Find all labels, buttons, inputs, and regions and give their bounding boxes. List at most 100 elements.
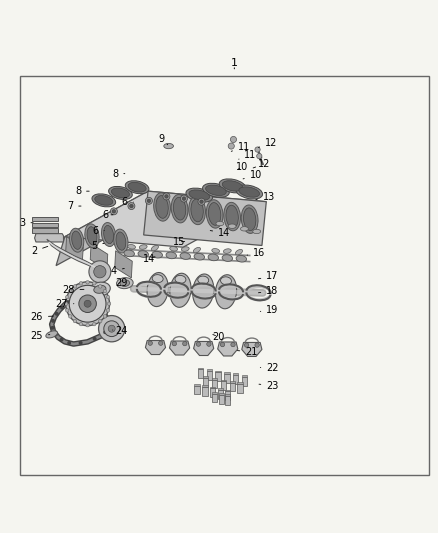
Ellipse shape	[147, 272, 168, 306]
Text: 7: 7	[67, 201, 81, 211]
Ellipse shape	[180, 253, 191, 260]
Circle shape	[159, 341, 163, 345]
Circle shape	[110, 208, 117, 215]
Circle shape	[104, 321, 120, 336]
Ellipse shape	[171, 195, 188, 223]
Bar	[242, 375, 247, 377]
Text: 21: 21	[237, 347, 258, 357]
Polygon shape	[47, 239, 97, 270]
Ellipse shape	[244, 208, 256, 231]
Polygon shape	[218, 342, 238, 356]
Ellipse shape	[173, 197, 186, 220]
Text: 20: 20	[212, 332, 224, 342]
Bar	[202, 387, 208, 395]
Ellipse shape	[208, 254, 219, 261]
Circle shape	[66, 300, 70, 304]
Circle shape	[65, 309, 69, 312]
Circle shape	[255, 147, 260, 152]
Circle shape	[55, 312, 59, 316]
Ellipse shape	[152, 252, 162, 258]
Polygon shape	[170, 341, 190, 355]
Bar	[212, 392, 217, 393]
Ellipse shape	[170, 247, 177, 251]
Circle shape	[69, 285, 106, 322]
Ellipse shape	[128, 245, 135, 249]
Ellipse shape	[194, 253, 205, 260]
Text: 5: 5	[91, 241, 104, 251]
Ellipse shape	[70, 228, 84, 252]
Circle shape	[79, 341, 82, 345]
Circle shape	[92, 322, 96, 326]
Ellipse shape	[166, 252, 177, 259]
Text: 9: 9	[158, 134, 168, 145]
Circle shape	[145, 197, 152, 204]
Circle shape	[163, 193, 170, 200]
Circle shape	[99, 316, 125, 342]
Ellipse shape	[104, 225, 113, 244]
Ellipse shape	[46, 331, 57, 338]
Circle shape	[165, 195, 168, 198]
Circle shape	[51, 319, 55, 322]
Text: 6: 6	[92, 227, 104, 237]
Circle shape	[67, 341, 71, 345]
Ellipse shape	[117, 278, 133, 289]
Circle shape	[60, 306, 64, 309]
Text: 6: 6	[102, 210, 113, 220]
Ellipse shape	[111, 188, 130, 198]
Bar	[219, 395, 224, 403]
Ellipse shape	[191, 199, 203, 222]
Ellipse shape	[216, 221, 224, 226]
Ellipse shape	[175, 276, 186, 284]
Ellipse shape	[215, 274, 237, 309]
Ellipse shape	[222, 181, 243, 191]
Polygon shape	[194, 342, 214, 356]
Text: 25: 25	[30, 330, 50, 341]
Polygon shape	[242, 342, 262, 357]
Text: 19: 19	[260, 305, 279, 316]
Ellipse shape	[138, 251, 148, 257]
Circle shape	[86, 280, 89, 284]
Text: 6: 6	[122, 197, 134, 207]
Ellipse shape	[222, 255, 233, 261]
Bar	[219, 393, 224, 395]
Circle shape	[106, 295, 110, 299]
Polygon shape	[145, 341, 166, 354]
Polygon shape	[35, 233, 64, 242]
Bar	[203, 376, 208, 378]
Circle shape	[244, 343, 249, 348]
Ellipse shape	[124, 250, 134, 257]
Text: 26: 26	[31, 312, 53, 322]
Ellipse shape	[205, 185, 226, 196]
Text: 14: 14	[143, 254, 155, 264]
Text: 15: 15	[173, 237, 185, 247]
Ellipse shape	[95, 196, 113, 205]
Bar	[212, 393, 217, 402]
Bar	[224, 372, 230, 374]
Text: 8: 8	[75, 186, 89, 196]
Bar	[207, 369, 212, 371]
Bar	[218, 388, 223, 390]
Circle shape	[66, 282, 110, 326]
Circle shape	[84, 300, 91, 307]
Bar	[215, 373, 221, 381]
Bar	[224, 374, 230, 383]
Bar	[198, 368, 203, 369]
Bar	[210, 388, 215, 397]
Text: 28: 28	[62, 285, 84, 295]
Bar	[230, 383, 235, 391]
Circle shape	[79, 322, 83, 326]
Ellipse shape	[212, 248, 219, 253]
Ellipse shape	[206, 200, 223, 228]
Ellipse shape	[193, 247, 201, 253]
Circle shape	[68, 289, 72, 293]
Circle shape	[147, 199, 151, 203]
Bar	[221, 381, 226, 390]
Ellipse shape	[253, 229, 261, 233]
Text: 1: 1	[231, 58, 238, 68]
Circle shape	[257, 154, 262, 159]
Ellipse shape	[125, 181, 149, 193]
Text: 23: 23	[259, 381, 279, 391]
Ellipse shape	[152, 274, 163, 282]
Text: 18: 18	[258, 286, 279, 296]
Circle shape	[51, 326, 54, 329]
